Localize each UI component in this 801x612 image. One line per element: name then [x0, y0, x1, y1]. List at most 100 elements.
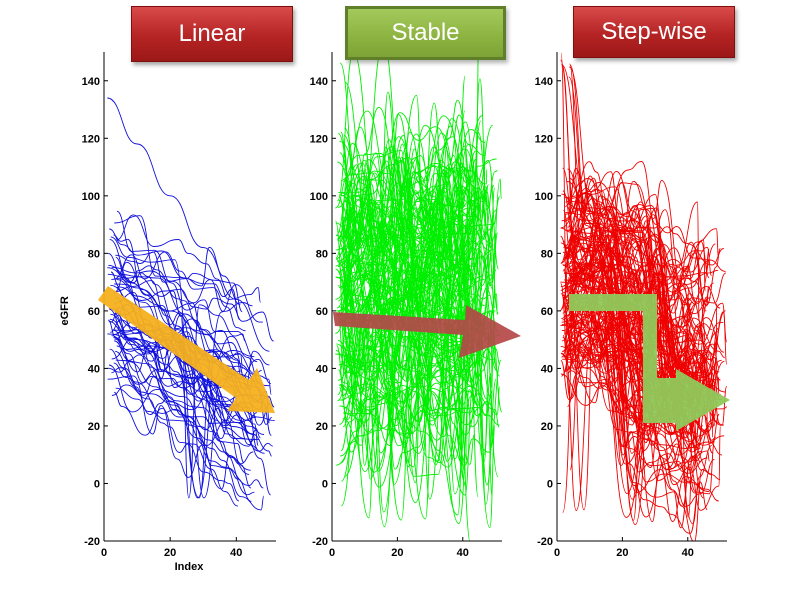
series-line: [567, 306, 703, 397]
series-line: [336, 206, 492, 268]
panel-title-linear: Linear: [131, 6, 293, 62]
y-tick-label: 40: [88, 363, 100, 375]
series-line: [114, 391, 240, 502]
y-tick-label: 60: [541, 306, 553, 318]
series-line: [114, 283, 260, 384]
series-line: [116, 210, 258, 363]
y-tick-label: 60: [316, 306, 328, 318]
series-line: [107, 375, 252, 502]
y-tick-label: 0: [94, 478, 100, 490]
y-axis-label: eGFR: [59, 296, 71, 325]
series-line: [110, 313, 258, 436]
x-tick-label: 40: [230, 547, 242, 559]
series-line: [340, 310, 493, 464]
y-tick-label: -20: [312, 536, 328, 548]
linear-trend-arrow: [98, 286, 275, 413]
series-line: [335, 132, 499, 340]
y-tick-label: 60: [88, 306, 100, 318]
series-line: [335, 189, 472, 270]
series-line: [340, 283, 491, 463]
x-tick-label: 20: [164, 547, 176, 559]
panel-title-stepwise: Step-wise: [573, 6, 735, 58]
y-tick-label: 100: [535, 191, 553, 203]
series-line: [110, 236, 263, 499]
series-line: [344, 52, 479, 288]
series-line: [342, 230, 496, 428]
series-line: [111, 337, 265, 454]
plots-layer: [107, 52, 727, 541]
series-line: [111, 266, 253, 313]
series-line: [560, 244, 700, 397]
series-line: [560, 179, 692, 311]
series-line: [108, 364, 256, 447]
series-line: [339, 284, 474, 496]
series-line: [564, 208, 705, 397]
series-line: [107, 267, 270, 398]
series-line: [115, 359, 259, 447]
y-tick-label: 80: [541, 248, 553, 260]
series-line: [567, 168, 718, 356]
series-line: [340, 241, 477, 297]
series-line: [111, 384, 239, 507]
y-tick-label: 20: [541, 421, 553, 433]
x-tick-label: 40: [457, 547, 469, 559]
stepwise-trend-arrow: [569, 294, 730, 431]
plot-area-1: [335, 52, 502, 541]
y-tick-label: 0: [547, 478, 553, 490]
series-line: [336, 52, 474, 340]
series-line: [560, 222, 710, 296]
y-tick-label: 100: [82, 191, 100, 203]
series-line: [337, 106, 482, 299]
series-line: [340, 114, 477, 317]
series-line: [341, 232, 493, 498]
series-line: [336, 205, 495, 267]
x-tick-label: 20: [616, 547, 628, 559]
trend-arrows-layer: [98, 286, 730, 431]
series-line: [567, 182, 719, 305]
series-line: [116, 279, 274, 342]
series-line: [107, 361, 245, 464]
series-line: [114, 330, 261, 439]
series-line: [107, 97, 270, 352]
x-tick-label: 0: [554, 547, 560, 559]
series-line: [343, 176, 483, 495]
series-line: [115, 350, 250, 475]
series-line: [568, 223, 714, 511]
series-line: [335, 118, 494, 259]
y-tick-label: 100: [310, 191, 328, 203]
series-line: [562, 161, 726, 272]
series-line: [344, 210, 494, 312]
x-tick-label: 0: [329, 547, 335, 559]
series-line: [565, 175, 689, 314]
y-tick-label: 140: [535, 76, 553, 88]
series-line: [344, 99, 498, 285]
series-line: [568, 297, 725, 382]
series-line: [565, 207, 705, 300]
series-line: [113, 251, 246, 332]
y-tick-label: -20: [537, 536, 553, 548]
series-line: [561, 192, 724, 274]
x-axis-label: Index: [175, 561, 205, 573]
series-line: [341, 381, 501, 468]
series-line: [564, 305, 720, 511]
series-line: [343, 334, 501, 389]
series-line: [113, 362, 255, 496]
series-line: [340, 91, 483, 244]
series-line: [339, 78, 495, 308]
y-tick-label: 20: [88, 421, 100, 433]
series-line: [563, 209, 725, 442]
series-line: [113, 337, 251, 471]
series-line: [344, 147, 497, 249]
series-line: [341, 200, 466, 263]
panel-title-stable: Stable: [345, 6, 506, 60]
series-line: [339, 52, 488, 248]
series-line: [109, 228, 241, 306]
y-tick-label: 0: [322, 478, 328, 490]
series-line: [566, 206, 710, 279]
y-tick-label: 120: [82, 133, 100, 145]
